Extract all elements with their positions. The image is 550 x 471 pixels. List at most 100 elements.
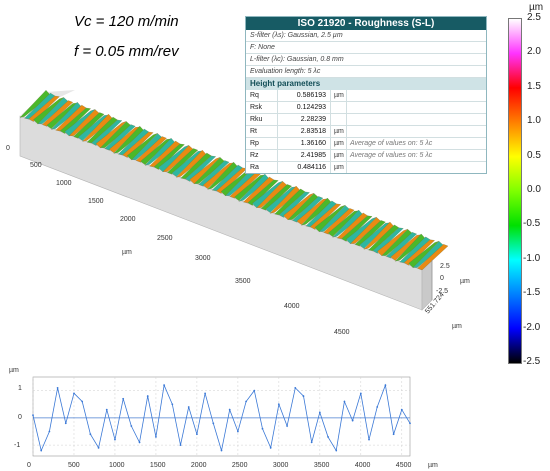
surface-stripe	[381, 229, 413, 256]
surface-stripe	[350, 217, 382, 244]
surface-stripe	[252, 181, 283, 209]
surface-stripe	[28, 95, 60, 122]
f-filter-row: F: None	[246, 42, 486, 54]
surface-stripe	[341, 215, 373, 242]
surface-x-tick: 3500	[235, 278, 251, 285]
surface-stripe	[234, 174, 266, 201]
color-scale-tick: -2.5	[523, 356, 541, 367]
profile-point	[310, 441, 313, 444]
surface-stripe	[238, 173, 270, 202]
param-row-ra: Ra 0.484116 µm	[250, 164, 344, 171]
profile-x-tick: 4000	[355, 462, 371, 469]
profile-x-unit: µm	[428, 462, 438, 469]
surface-stripe	[19, 90, 51, 118]
surface-3d-view[interactable]: 0 500 1000 1500 2000 2500 3000 3500 4000…	[0, 90, 470, 350]
profile-point	[56, 386, 59, 389]
surface-stripe	[104, 124, 136, 151]
profile-x-tick: 1500	[150, 462, 166, 469]
profile-point	[163, 384, 166, 387]
profile-point	[138, 441, 141, 444]
surface-stripe	[207, 161, 239, 190]
profile-point	[114, 438, 116, 441]
profile-point	[187, 406, 190, 408]
surface-z-axis: 2.5 0 -2.5 µm	[431, 260, 470, 300]
surface-stripe	[247, 179, 279, 206]
surface-stripe	[296, 198, 328, 225]
color-scale-tick: 2.0	[527, 46, 541, 57]
surface-z-tick: -2.5	[436, 288, 448, 295]
profile-point	[343, 400, 346, 403]
surface-stripe	[283, 193, 315, 221]
profile-point	[392, 433, 395, 436]
surface-stripe	[363, 221, 395, 250]
surface-x-unit: µm	[122, 249, 132, 256]
param-row-rq: Rq 0.586193 µm	[246, 90, 486, 102]
surface-stripe	[345, 217, 377, 244]
profile-point	[269, 446, 272, 449]
profile-y-tick: 0	[18, 414, 22, 421]
profile-point	[212, 422, 215, 425]
surface-stripe	[359, 222, 391, 249]
profile-point	[294, 386, 297, 389]
parameter-rows: Rq 0.586193 µm Rsk 0.124293 Rku 2.28239 Rt 2.…	[246, 90, 486, 173]
surface-stripe	[73, 112, 105, 139]
profile-x-tick: 4500	[396, 462, 412, 469]
color-scale-tick: -1.5	[523, 287, 541, 298]
surface-x-tick: 4000	[284, 303, 300, 310]
surface-stripe	[33, 97, 64, 125]
surface-stripe	[318, 205, 350, 232]
profile-x-tick: 2500	[232, 462, 248, 469]
profile-point	[409, 422, 411, 425]
profile-point	[261, 427, 264, 430]
surface-stripe	[265, 186, 297, 213]
surface-stripe	[167, 148, 199, 175]
profile-y-tick: -1	[14, 442, 20, 449]
surface-stripe	[278, 191, 310, 218]
profile-point	[171, 403, 174, 406]
surface-stripe	[122, 131, 154, 158]
surface-stripe	[198, 160, 230, 187]
surface-stripe	[269, 185, 301, 214]
color-scale-tick: 2.5	[527, 12, 541, 23]
profile-y-axis: 1 0 -1	[14, 385, 22, 449]
profile-x-tick: 3500	[314, 462, 330, 469]
surface-z-unit: µm	[460, 278, 470, 285]
height-parameters-header: Height parameters	[246, 78, 486, 90]
profile-chart: µm 1 0 -1 0 500 1000 1500 2000 2500 3000 3500 40…	[9, 367, 438, 469]
profile-point	[105, 408, 108, 411]
profile-point	[228, 408, 231, 411]
surface-x-tick: 1500	[88, 198, 104, 205]
surface-stripe	[287, 193, 319, 220]
surface-stripe	[412, 241, 444, 268]
profile-point	[32, 414, 34, 417]
profile-point	[155, 436, 157, 438]
profile-point	[73, 392, 75, 395]
color-scale-tick: 0.0	[527, 184, 541, 195]
surface-stripe	[171, 150, 203, 177]
surface-stripe	[175, 149, 207, 178]
l-filter-row: L-filter (λc): Gaussian, 0.8 mm	[246, 54, 486, 66]
profile-point	[400, 408, 403, 411]
profile-point	[351, 419, 354, 422]
profile-x-tick: 2000	[191, 462, 207, 469]
profile-point	[359, 392, 362, 395]
profile-point	[277, 403, 280, 406]
param-row-rsk: Rsk 0.124293	[246, 102, 486, 114]
surface-stripe	[113, 125, 145, 154]
surface-z-tick: 2.5	[440, 263, 450, 270]
surface-stripe	[394, 233, 426, 262]
surface-stripe	[91, 119, 123, 146]
surface-stripe	[162, 145, 194, 172]
surface-x-tick: 4500	[334, 329, 350, 336]
surface-z-tick: 0	[440, 275, 444, 282]
surface-stripe	[95, 121, 127, 149]
surface-x-tick: 3000	[195, 255, 211, 262]
surface-stripe	[135, 136, 167, 163]
surface-stripe	[100, 121, 132, 148]
color-scale-ticks: 2.5 2.0 1.5 1.0 0.5 0.0 -0.5 -1.0 -1.5 -…	[523, 12, 550, 367]
profile-x-tick: 3000	[273, 462, 289, 469]
color-scale-bar	[508, 18, 522, 364]
profile-point	[81, 400, 84, 403]
surface-stripe	[328, 210, 360, 237]
surface-stripe	[323, 208, 355, 235]
